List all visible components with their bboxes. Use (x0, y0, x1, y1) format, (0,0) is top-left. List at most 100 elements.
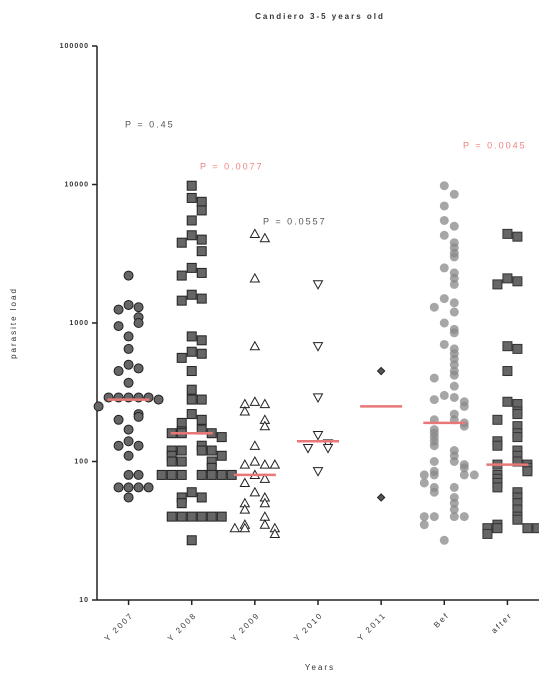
data-point (239, 405, 251, 416)
data-point (429, 487, 439, 497)
data-point (186, 331, 197, 342)
data-point (502, 228, 513, 239)
data-point (449, 381, 459, 391)
data-point (429, 302, 439, 312)
x-tick-label: after (490, 611, 515, 636)
data-point (216, 432, 227, 443)
data-point (123, 270, 134, 281)
data-point (156, 469, 167, 480)
data-point (302, 443, 314, 454)
data-point (133, 469, 144, 480)
data-point (259, 420, 271, 431)
data-point (113, 482, 124, 493)
data-point (186, 409, 197, 420)
data-point (502, 273, 513, 284)
p-value-annotation: P = 0.0077 (200, 161, 264, 171)
data-point (186, 215, 197, 226)
data-point (196, 335, 207, 346)
data-point (176, 469, 187, 480)
data-point (176, 456, 187, 467)
y-axis-label: parasite load (9, 287, 18, 359)
data-point (196, 246, 207, 257)
data-point (166, 511, 177, 522)
data-point (449, 360, 459, 370)
data-point (196, 492, 207, 503)
data-point (259, 511, 271, 521)
data-point (419, 470, 429, 480)
data-point (439, 181, 449, 191)
data-point (186, 394, 197, 405)
data-point (143, 482, 154, 493)
data-point (429, 373, 439, 383)
data-point (429, 395, 439, 405)
data-point (449, 482, 459, 492)
data-point (502, 396, 513, 407)
data-point (133, 363, 144, 374)
data-point (176, 270, 187, 281)
p-value-annotation: P = 0.0557 (263, 216, 327, 226)
data-point (419, 478, 429, 488)
data-point (113, 321, 124, 332)
data-point (176, 352, 187, 363)
data-point (492, 523, 503, 534)
data-point (216, 469, 227, 480)
data-point (259, 398, 271, 409)
data-point (449, 457, 459, 466)
data-point (259, 519, 271, 529)
data-point (153, 394, 164, 405)
data-point (123, 469, 134, 480)
data-point (239, 522, 251, 533)
data-point (176, 237, 187, 248)
data-point (449, 512, 459, 522)
data-point (492, 414, 503, 425)
data-point (206, 511, 217, 522)
data-point (512, 456, 523, 467)
data-point (449, 279, 459, 289)
data-point (123, 299, 134, 310)
data-point (512, 231, 523, 242)
data-point (459, 463, 469, 473)
data-point (439, 535, 449, 545)
data-point (259, 497, 271, 508)
data-point (239, 459, 251, 469)
data-point (166, 469, 177, 480)
data-point (196, 348, 207, 359)
data-point (449, 328, 459, 338)
data-point (512, 276, 523, 287)
data-point (196, 445, 207, 456)
data-point (429, 512, 439, 522)
data-point (449, 307, 459, 317)
x-tick-label: Y 2007 (103, 611, 136, 644)
data-point (469, 470, 479, 480)
data-point (123, 331, 134, 342)
data-point (186, 192, 197, 203)
data-point (113, 366, 124, 377)
data-point (269, 459, 281, 469)
data-point (186, 384, 197, 395)
data-point (419, 512, 429, 522)
data-point (133, 482, 144, 493)
data-point (312, 393, 324, 403)
data-point (176, 511, 187, 522)
data-point (439, 318, 449, 328)
data-point (176, 295, 187, 306)
data-point (123, 492, 134, 503)
x-axis-label: Years (305, 663, 335, 672)
data-point (229, 522, 241, 533)
data-point (186, 180, 197, 191)
y-tick-label: 1000 (69, 320, 89, 327)
data-point (449, 189, 459, 199)
data-point (249, 228, 261, 238)
data-point (249, 486, 261, 497)
x-tick-label: Y 2008 (166, 611, 199, 644)
data-point (376, 493, 386, 502)
data-point (312, 342, 324, 352)
data-point (376, 366, 386, 376)
p-value-annotation: P = 0.0045 (463, 140, 527, 150)
data-point (449, 221, 459, 231)
y-tick-label: 10000 (65, 181, 89, 188)
x-tick-label: Y 2009 (229, 611, 262, 644)
data-point (269, 528, 281, 539)
data-point (123, 482, 134, 493)
